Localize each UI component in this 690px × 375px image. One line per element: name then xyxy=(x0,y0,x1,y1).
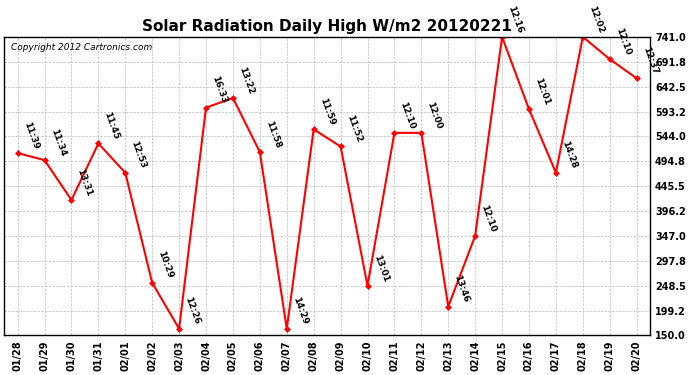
Text: 11:34: 11:34 xyxy=(49,127,67,158)
Text: 13:46: 13:46 xyxy=(453,274,471,304)
Title: Solar Radiation Daily High W/m2 20120221: Solar Radiation Daily High W/m2 20120221 xyxy=(142,20,512,34)
Text: 12:01: 12:01 xyxy=(533,76,551,106)
Text: 12:10: 12:10 xyxy=(480,203,497,233)
Text: 12:16: 12:16 xyxy=(506,4,524,34)
Text: 12:02: 12:02 xyxy=(587,4,605,34)
Text: 12:10: 12:10 xyxy=(614,27,632,56)
Text: 13:22: 13:22 xyxy=(237,65,255,95)
Text: Copyright 2012 Cartronics.com: Copyright 2012 Cartronics.com xyxy=(10,43,152,52)
Text: 13:31: 13:31 xyxy=(76,167,94,197)
Text: 12:37: 12:37 xyxy=(641,45,659,75)
Text: 12:00: 12:00 xyxy=(426,100,444,130)
Text: 12:10: 12:10 xyxy=(399,100,417,130)
Text: 10:29: 10:29 xyxy=(157,250,175,280)
Text: 16:33: 16:33 xyxy=(210,75,228,105)
Text: 12:26: 12:26 xyxy=(184,296,201,326)
Text: 14:28: 14:28 xyxy=(560,140,578,170)
Text: 12:53: 12:53 xyxy=(130,140,148,170)
Text: 13:01: 13:01 xyxy=(372,253,390,283)
Text: 11:58: 11:58 xyxy=(264,119,282,149)
Text: 11:45: 11:45 xyxy=(103,111,121,141)
Text: 14:29: 14:29 xyxy=(291,296,309,326)
Text: 11:39: 11:39 xyxy=(22,120,40,150)
Text: 11:52: 11:52 xyxy=(345,114,363,144)
Text: 11:59: 11:59 xyxy=(318,96,336,126)
